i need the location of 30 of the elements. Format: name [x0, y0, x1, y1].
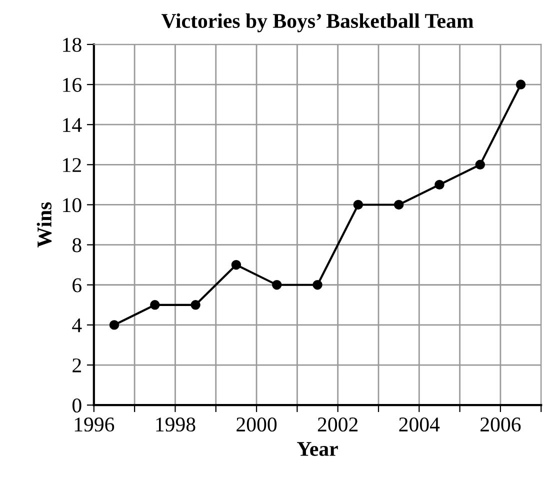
- y-tick-label: 18: [63, 38, 82, 52]
- x-tick-label: 2000: [236, 417, 277, 432]
- y-tick-label: 2: [72, 358, 81, 372]
- point: [353, 200, 364, 210]
- point: [190, 300, 200, 310]
- point: [272, 280, 282, 290]
- y-axis-title: Wins: [36, 202, 52, 248]
- chart-title: Victories by Boys’ Basketball Team: [161, 13, 474, 32]
- point: [475, 160, 485, 170]
- point: [109, 320, 120, 330]
- y-tick-label: 14: [63, 118, 82, 132]
- x-tick-label: 2002: [318, 417, 358, 432]
- point: [312, 280, 322, 290]
- x-tick-label: 1996: [74, 418, 114, 432]
- y-tick-label: 10: [63, 198, 82, 212]
- y-tick-label: 8: [72, 238, 82, 252]
- y-tick-label: 16: [63, 78, 82, 92]
- point: [516, 80, 526, 90]
- point: [434, 180, 444, 190]
- x-axis-title: Year: [297, 442, 338, 456]
- x-tick-label: 2006: [480, 417, 521, 432]
- x-tick-label: 1998: [156, 417, 196, 432]
- x-tick-label: 2004: [399, 417, 440, 432]
- point: [394, 200, 404, 210]
- point: [150, 300, 160, 310]
- y-tick-label: 4: [72, 318, 82, 332]
- y-tick-label: 6: [72, 278, 82, 292]
- point: [231, 260, 242, 270]
- y-tick-label: 0: [72, 398, 82, 413]
- y-tick-label: 12: [63, 158, 81, 172]
